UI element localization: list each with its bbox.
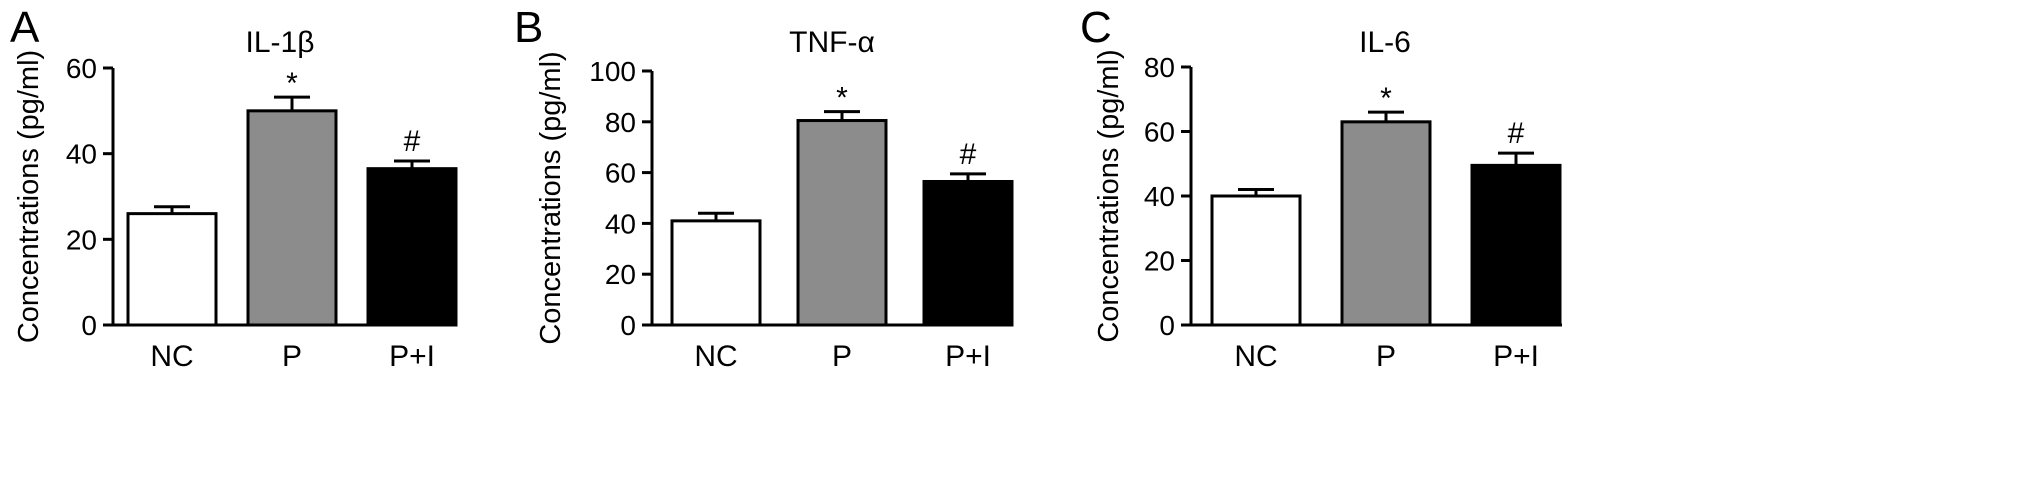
panel-c-category-label: P (1376, 340, 1396, 373)
panel-a-bar-nc (126, 212, 218, 327)
panel-c-significance-marker: * (1380, 82, 1392, 115)
panel-b-y-tick-label: 100 (589, 56, 636, 87)
panel-a-title: IL-1β (246, 26, 315, 59)
panel-b-bar-nc (670, 219, 762, 327)
panel-b-y-axis-label: Concentrations (pg/ml) (535, 51, 567, 344)
panel-c-y-tick-label: 80 (1144, 52, 1175, 83)
panel-a-significance-marker: * (286, 67, 298, 100)
panel-a-category-label: P (282, 340, 302, 373)
panel-c-title: IL-6 (1359, 26, 1411, 59)
panel-a-bar-pplusi (366, 167, 458, 327)
panel-a-y-tick-label: 60 (66, 53, 97, 84)
panel-b-title: TNF-α (789, 26, 875, 59)
panel-c-bar-nc (1210, 194, 1302, 327)
panel-b-significance-marker: * (836, 82, 848, 115)
panel-c-y-tick-label: 0 (1159, 310, 1175, 341)
panel-c-bar-pplusi (1470, 163, 1562, 327)
panel-b-category-label: NC (694, 340, 737, 373)
panel-b-category-label: P (832, 340, 852, 373)
panel-a-category-label: NC (150, 340, 193, 373)
panel-b-significance-marker: # (960, 138, 977, 171)
panel-a-bar-p (246, 109, 338, 327)
panel-b-bar-pplusi (922, 179, 1014, 327)
panel-c-category-label: P+I (1493, 340, 1539, 373)
panel-c-category-label: NC (1234, 340, 1277, 373)
panel-b-letter: B (514, 3, 543, 52)
panel-a-category-label: P+I (389, 340, 435, 373)
panel-b-y-tick-label: 0 (620, 310, 636, 341)
panel-a-y-tick-label: 40 (66, 139, 97, 170)
panel-a-y-tick-label: 0 (81, 310, 97, 341)
panel-b-y-tick-label: 40 (605, 208, 636, 239)
panel-a-significance-marker: # (404, 125, 421, 158)
panel-c-letter: C (1080, 3, 1112, 52)
panel-b-y-tick-label: 80 (605, 107, 636, 138)
panel-c-y-tick-label: 20 (1144, 246, 1175, 277)
panel-b-category-label: P+I (945, 340, 991, 373)
panel-a-y-axis-label: Concentrations (pg/ml) (13, 50, 45, 343)
panel-c-bar-p (1340, 120, 1432, 327)
panel-b-bar-p (796, 119, 888, 327)
panel-b-y-tick-label: 60 (605, 158, 636, 189)
panel-a-y-tick-label: 20 (66, 224, 97, 255)
panel-c-significance-marker: # (1508, 117, 1525, 150)
panel-c-y-tick-label: 40 (1144, 181, 1175, 212)
panel-b-y-tick-label: 20 (605, 259, 636, 290)
panel-a-letter: A (10, 3, 40, 52)
panel-c-y-axis-label: Concentrations (pg/ml) (1093, 49, 1125, 342)
panel-c-y-tick-label: 60 (1144, 117, 1175, 148)
